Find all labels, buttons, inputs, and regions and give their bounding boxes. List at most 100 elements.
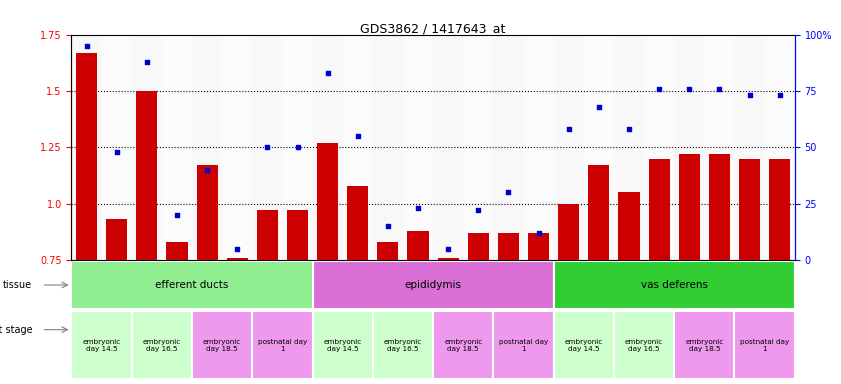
Bar: [704, 35, 734, 260]
Bar: [287, 210, 308, 260]
Bar: [192, 311, 252, 379]
Bar: [709, 154, 730, 260]
Text: postnatal day
1: postnatal day 1: [499, 339, 548, 352]
Bar: [614, 35, 644, 260]
Text: postnatal day
1: postnatal day 1: [740, 339, 789, 352]
Point: [712, 86, 726, 92]
Bar: [494, 311, 553, 379]
Bar: [283, 35, 313, 260]
Text: postnatal day
1: postnatal day 1: [258, 339, 307, 352]
Bar: [644, 35, 674, 260]
Bar: [167, 242, 188, 260]
Bar: [764, 35, 795, 260]
Point: [110, 149, 124, 155]
Point: [200, 167, 214, 173]
Point: [773, 92, 786, 98]
Text: embryonic
day 14.5: embryonic day 14.5: [564, 339, 603, 352]
Bar: [739, 159, 760, 260]
Bar: [408, 231, 429, 260]
Bar: [734, 311, 795, 379]
Bar: [528, 233, 549, 260]
Bar: [317, 143, 338, 260]
Point: [261, 144, 274, 150]
Text: embryonic
day 18.5: embryonic day 18.5: [685, 339, 723, 352]
Bar: [553, 35, 584, 260]
Point: [351, 133, 364, 139]
Text: development stage: development stage: [0, 325, 32, 335]
Bar: [373, 311, 433, 379]
Bar: [437, 258, 458, 260]
Text: epididymis: epididymis: [405, 280, 462, 290]
Point: [442, 246, 455, 252]
Bar: [76, 53, 97, 260]
Bar: [252, 311, 313, 379]
Bar: [468, 233, 489, 260]
Bar: [433, 311, 494, 379]
Text: embryonic
day 16.5: embryonic day 16.5: [383, 339, 422, 352]
Bar: [313, 35, 342, 260]
Point: [502, 189, 516, 195]
Point: [80, 43, 93, 49]
Bar: [523, 35, 553, 260]
Point: [472, 207, 485, 214]
Bar: [373, 35, 403, 260]
Bar: [589, 165, 610, 260]
Bar: [132, 311, 192, 379]
Text: tissue: tissue: [3, 280, 32, 290]
Bar: [378, 242, 399, 260]
Bar: [252, 35, 283, 260]
Bar: [679, 154, 700, 260]
Point: [170, 212, 183, 218]
Point: [562, 126, 575, 132]
Bar: [674, 35, 704, 260]
Bar: [553, 261, 795, 309]
Bar: [463, 35, 494, 260]
Bar: [71, 35, 102, 260]
Bar: [106, 219, 127, 260]
Bar: [102, 35, 132, 260]
Bar: [347, 185, 368, 260]
Bar: [734, 35, 764, 260]
Text: embryonic
day 16.5: embryonic day 16.5: [143, 339, 181, 352]
Bar: [770, 159, 791, 260]
Point: [622, 126, 636, 132]
Bar: [136, 91, 157, 260]
Point: [230, 246, 244, 252]
Bar: [222, 35, 252, 260]
Bar: [614, 311, 674, 379]
Text: embryonic
day 18.5: embryonic day 18.5: [203, 339, 241, 352]
Bar: [313, 261, 553, 309]
Point: [291, 144, 304, 150]
Text: embryonic
day 14.5: embryonic day 14.5: [82, 339, 121, 352]
Point: [381, 223, 394, 229]
Bar: [132, 35, 161, 260]
Bar: [648, 159, 669, 260]
Point: [321, 70, 335, 76]
Point: [532, 230, 545, 236]
Bar: [71, 311, 132, 379]
Bar: [674, 311, 734, 379]
Point: [592, 104, 606, 110]
Text: embryonic
day 14.5: embryonic day 14.5: [324, 339, 362, 352]
Title: GDS3862 / 1417643_at: GDS3862 / 1417643_at: [361, 22, 505, 35]
Bar: [433, 35, 463, 260]
Bar: [71, 261, 313, 309]
Point: [683, 86, 696, 92]
Point: [411, 205, 425, 211]
Bar: [553, 311, 614, 379]
Bar: [584, 35, 614, 260]
Text: vas deferens: vas deferens: [641, 280, 708, 290]
Bar: [618, 192, 639, 260]
Bar: [192, 35, 222, 260]
Point: [653, 86, 666, 92]
Bar: [498, 233, 519, 260]
Bar: [197, 165, 218, 260]
Bar: [342, 35, 373, 260]
Bar: [494, 35, 523, 260]
Point: [743, 92, 756, 98]
Bar: [403, 35, 433, 260]
Text: embryonic
day 18.5: embryonic day 18.5: [444, 339, 483, 352]
Bar: [257, 210, 278, 260]
Point: [140, 58, 154, 65]
Text: embryonic
day 16.5: embryonic day 16.5: [625, 339, 664, 352]
